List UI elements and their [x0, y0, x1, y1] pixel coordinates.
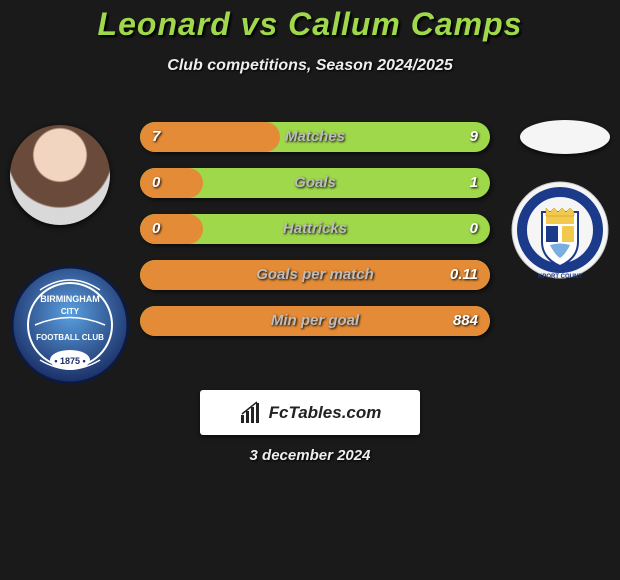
- svg-text:• 1875 •: • 1875 •: [54, 356, 85, 366]
- stat-label: Goals: [140, 168, 490, 198]
- stat-row: Hattricks0 0: [140, 214, 490, 244]
- stat-right-value: 0: [470, 214, 478, 244]
- stat-right-value: 884: [453, 306, 478, 336]
- stat-left-value: 0: [152, 168, 160, 198]
- stat-label: Min per goal: [140, 306, 490, 336]
- stat-label: Matches: [140, 122, 490, 152]
- stat-row: Min per goal884: [140, 306, 490, 336]
- brand-chart-icon: [239, 401, 263, 425]
- stat-left-value: 7: [152, 122, 160, 152]
- subtitle: Club competitions, Season 2024/2025: [0, 57, 620, 75]
- stat-right-value: 9: [470, 122, 478, 152]
- svg-text:CITY: CITY: [61, 307, 80, 316]
- stat-row: Goals per match0.11: [140, 260, 490, 290]
- stats-panel: Matches79Goals01Hattricks00Goals per mat…: [140, 122, 490, 352]
- brand-text: FcTables.com: [269, 403, 382, 423]
- page-title: Leonard vs Callum Camps: [0, 0, 620, 43]
- stat-row: Goals0 1: [140, 168, 490, 198]
- date-text: 3 december 2024: [0, 447, 620, 464]
- club-left-crest: BIRMINGHAM CITY FOOTBALL CLUB • 1875 •: [10, 260, 130, 390]
- svg-text:BIRMINGHAM: BIRMINGHAM: [40, 294, 100, 304]
- stat-row: Matches7 9: [140, 122, 490, 152]
- svg-text:FOOTBALL CLUB: FOOTBALL CLUB: [36, 333, 104, 342]
- stat-label: Goals per match: [140, 260, 490, 290]
- stat-right-value: 1: [470, 168, 478, 198]
- player-right-avatar: [520, 120, 610, 154]
- svg-text:KPORT COUNT: KPORT COUNT: [538, 274, 582, 280]
- player-left-avatar: [10, 125, 110, 225]
- club-right-crest: KPORT COUNT: [510, 180, 610, 285]
- stat-right-value: 0.11: [450, 260, 478, 290]
- brand-badge: FcTables.com: [200, 390, 420, 435]
- stat-label: Hattricks: [140, 214, 490, 244]
- stat-left-value: 0: [152, 214, 160, 244]
